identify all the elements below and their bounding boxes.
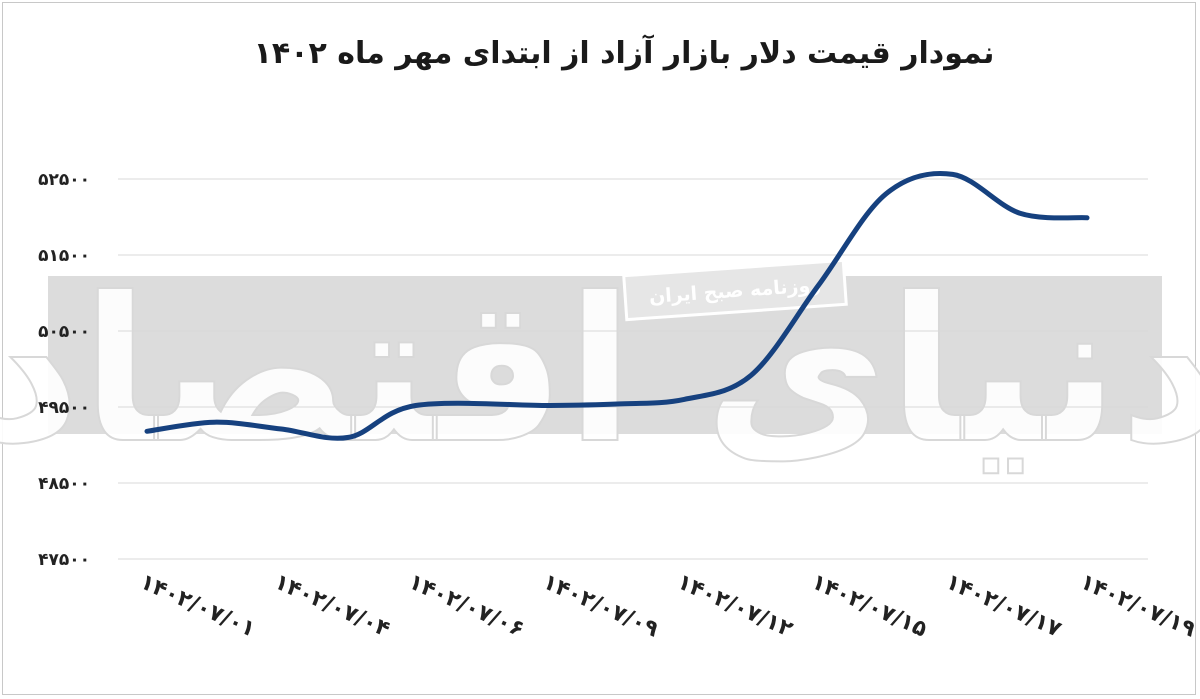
x-tick-label: ۱۴۰۲/۰۷/۰۱: [136, 570, 259, 643]
y-tick-label: ۵۲۵۰۰: [38, 170, 90, 190]
x-tick-label: ۱۴۰۲/۰۷/۰۴: [270, 570, 393, 643]
y-tick-label: ۴۸۵۰۰: [38, 474, 90, 494]
series-layer: [144, 171, 1090, 441]
watermark-logo-text: دنیای اقتصاد: [0, 255, 1200, 488]
y-tick-label: ۵۰۵۰۰: [38, 322, 90, 342]
x-tick-label: ۱۴۰۲/۰۷/۱۷: [942, 570, 1066, 643]
x-axis-ticks: ۱۴۰۲/۰۷/۰۱ ۱۴۰۲/۰۷/۰۴ ۱۴۰۲/۰۷/۰۶ ۱۴۰۲/۰۷/۰۹…: [136, 570, 1199, 643]
watermark-band: [48, 276, 1162, 434]
y-tick-label: ۴۹۵۰۰: [38, 398, 90, 418]
x-tick-label: ۱۴۰۲/۰۷/۱۹: [1076, 570, 1199, 643]
x-tick-label: ۱۴۰۲/۰۷/۱۵: [808, 570, 931, 643]
series-line: [144, 171, 1090, 441]
y-tick-label: ۵۱۵۰۰: [38, 246, 90, 266]
chart-title: نمودار قیمت دلار بازار آزاد از ابتدای مه…: [253, 36, 995, 71]
x-tick-label: ۱۴۰۲/۰۷/۰۹: [539, 570, 662, 643]
watermark-banner: روزنامه صبح ایران: [622, 258, 848, 322]
y-axis-ticks: ۴۷۵۰۰ ۴۸۵۰۰ ۴۹۵۰۰ ۵۰۵۰۰ ۵۱۵۰۰ ۵۲۵۰۰: [38, 170, 90, 570]
gridlines: [118, 178, 1148, 560]
x-tick-label: ۱۴۰۲/۰۷/۰۶: [405, 570, 528, 643]
x-tick-label: ۱۴۰۲/۰۷/۱۲: [673, 570, 797, 643]
y-tick-label: ۴۷۵۰۰: [38, 550, 90, 570]
